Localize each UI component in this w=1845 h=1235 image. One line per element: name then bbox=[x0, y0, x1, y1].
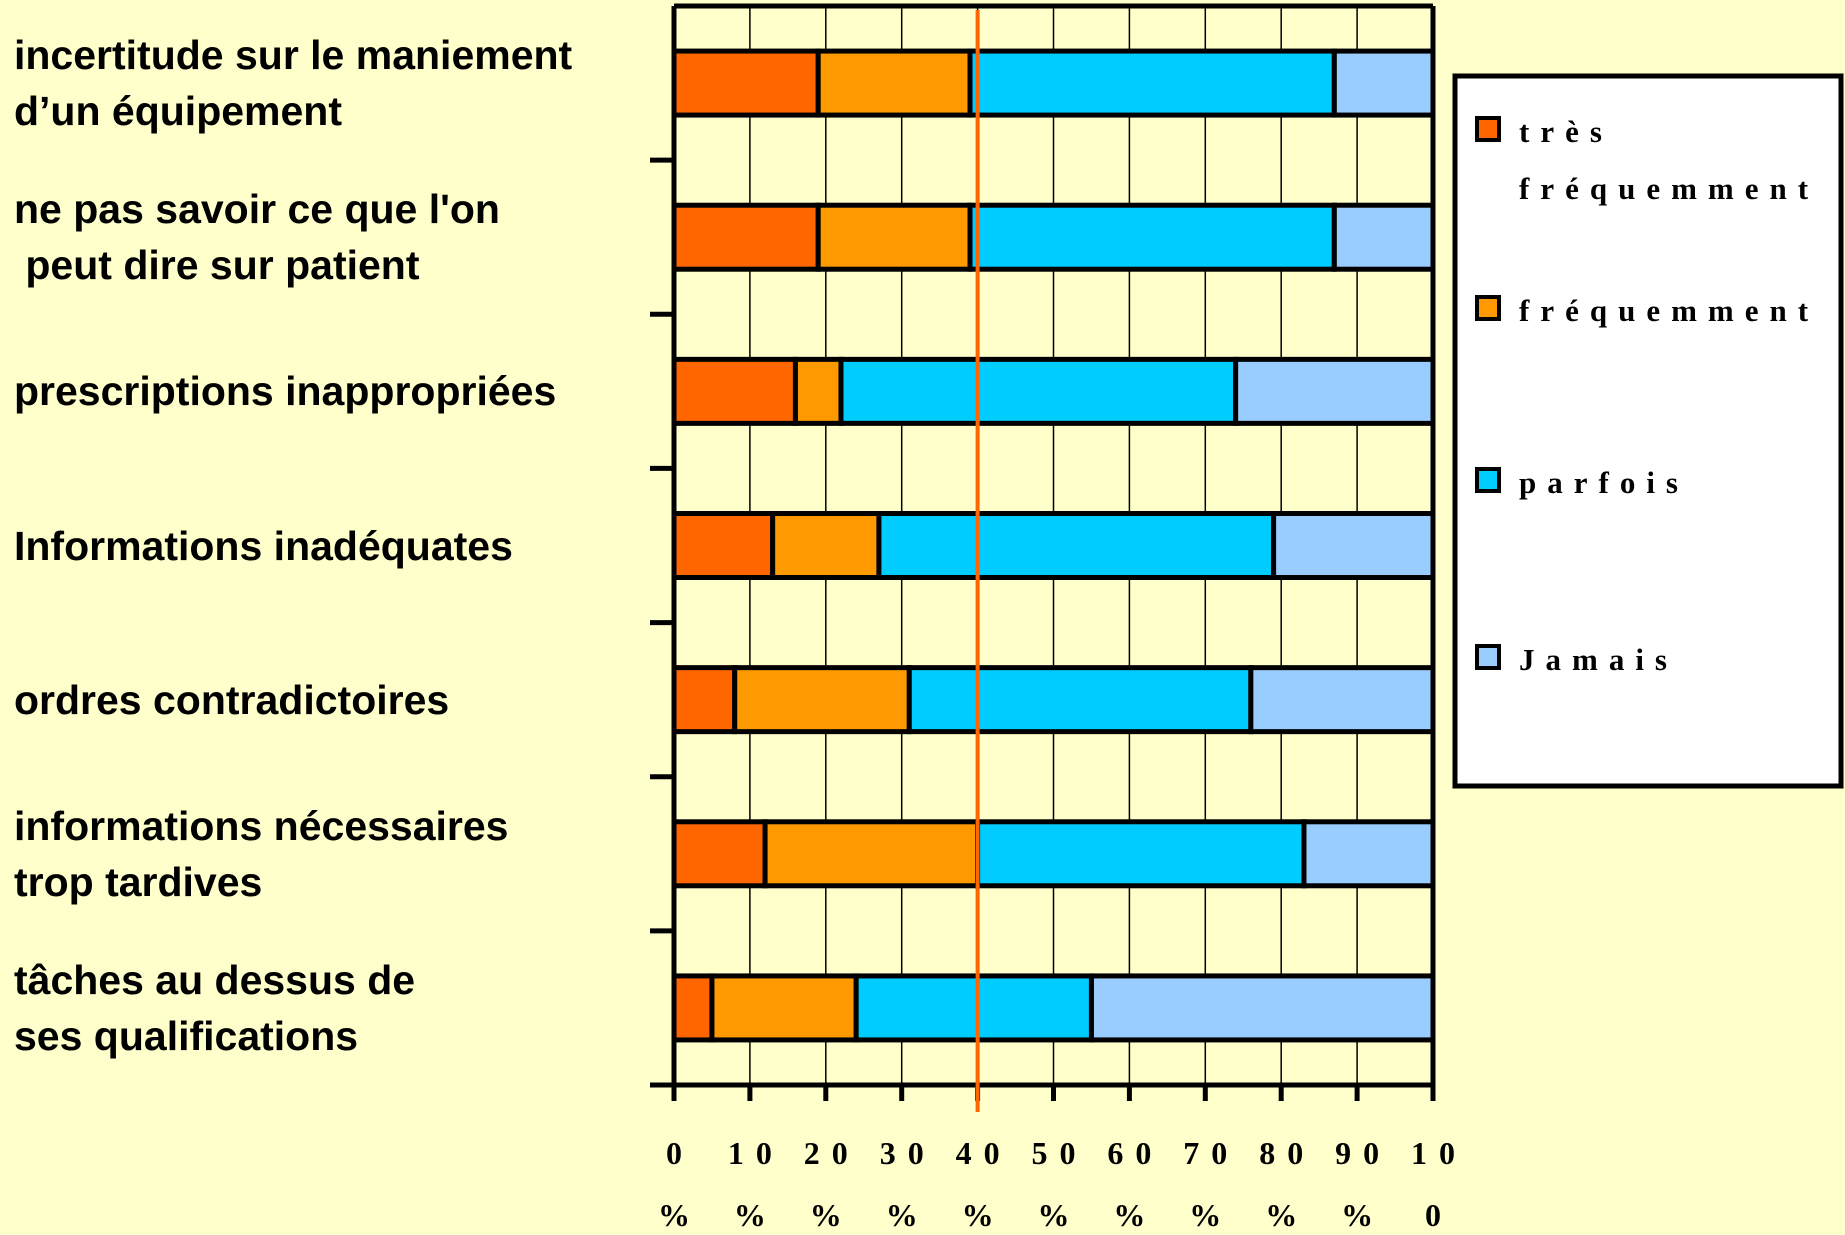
bar-segment bbox=[770, 511, 882, 580]
bar-segment bbox=[671, 973, 715, 1043]
bar-segment bbox=[906, 665, 1254, 735]
bar-segment bbox=[762, 819, 981, 889]
legend-swatch bbox=[1475, 295, 1501, 321]
category-label: incertitude sur le maniement d’un équipe… bbox=[14, 32, 573, 135]
category-label: prescriptions inappropriées bbox=[14, 368, 557, 415]
category-label: ordres contradictoires bbox=[14, 676, 450, 723]
category-label: tâches au dessus de ses qualifications bbox=[14, 956, 416, 1059]
bar-segment bbox=[967, 202, 1337, 272]
bar-segment bbox=[1248, 665, 1436, 735]
bar-segment bbox=[975, 819, 1307, 889]
x-tick-label: 0% bbox=[658, 1135, 702, 1233]
x-tick-label: 20% bbox=[804, 1135, 860, 1233]
legend-box bbox=[1452, 73, 1844, 789]
x-tick-label: 10 0 bbox=[1411, 1135, 1467, 1233]
x-tick-label: 80% bbox=[1259, 1135, 1315, 1233]
bar-segment bbox=[838, 356, 1239, 426]
legend-swatch bbox=[1475, 116, 1501, 142]
bar-segment bbox=[671, 511, 776, 580]
category-label: informations nécessaires trop tardives bbox=[14, 802, 509, 905]
bar-segment bbox=[853, 973, 1094, 1043]
x-tick-label: 50% bbox=[1032, 1135, 1088, 1233]
bar-segment bbox=[815, 48, 973, 118]
x-tick-label: 90% bbox=[1335, 1135, 1391, 1233]
legend-swatch bbox=[1475, 644, 1501, 670]
bar-segment bbox=[1233, 356, 1436, 426]
bar-segment bbox=[671, 202, 821, 272]
bar-segment bbox=[792, 356, 844, 426]
bar-segment bbox=[709, 973, 859, 1043]
bar-segment bbox=[1088, 973, 1436, 1043]
legend-label: très fréquemment bbox=[1519, 114, 1819, 206]
bar-segment bbox=[732, 665, 912, 735]
bar-segment bbox=[671, 48, 821, 118]
x-tick-label: 40% bbox=[956, 1135, 1012, 1233]
x-tick-label: 10% bbox=[728, 1135, 784, 1233]
legend-swatch bbox=[1475, 467, 1501, 493]
bar-segment bbox=[1331, 48, 1436, 118]
bar-segment bbox=[815, 202, 973, 272]
legend-label: parfois bbox=[1519, 465, 1689, 500]
category-label: Informations inadéquates bbox=[14, 522, 513, 569]
category-label: ne pas savoir ce que l'on peut dire sur … bbox=[14, 186, 500, 289]
bar-segment bbox=[671, 819, 768, 889]
bar-segment bbox=[671, 356, 798, 426]
legend-label: fréquemment bbox=[1519, 293, 1819, 328]
legend-label: Jamais bbox=[1519, 642, 1678, 677]
bar-segment bbox=[1301, 819, 1436, 889]
x-tick-label: 60% bbox=[1107, 1135, 1163, 1233]
bar-segment bbox=[671, 665, 738, 735]
bar-segment bbox=[876, 511, 1277, 580]
x-tick-label: 30% bbox=[880, 1135, 936, 1233]
bar-segment bbox=[967, 48, 1337, 118]
x-tick-label: 70% bbox=[1183, 1135, 1239, 1233]
bar-segment bbox=[1331, 202, 1436, 272]
bar-segment bbox=[1271, 511, 1436, 580]
